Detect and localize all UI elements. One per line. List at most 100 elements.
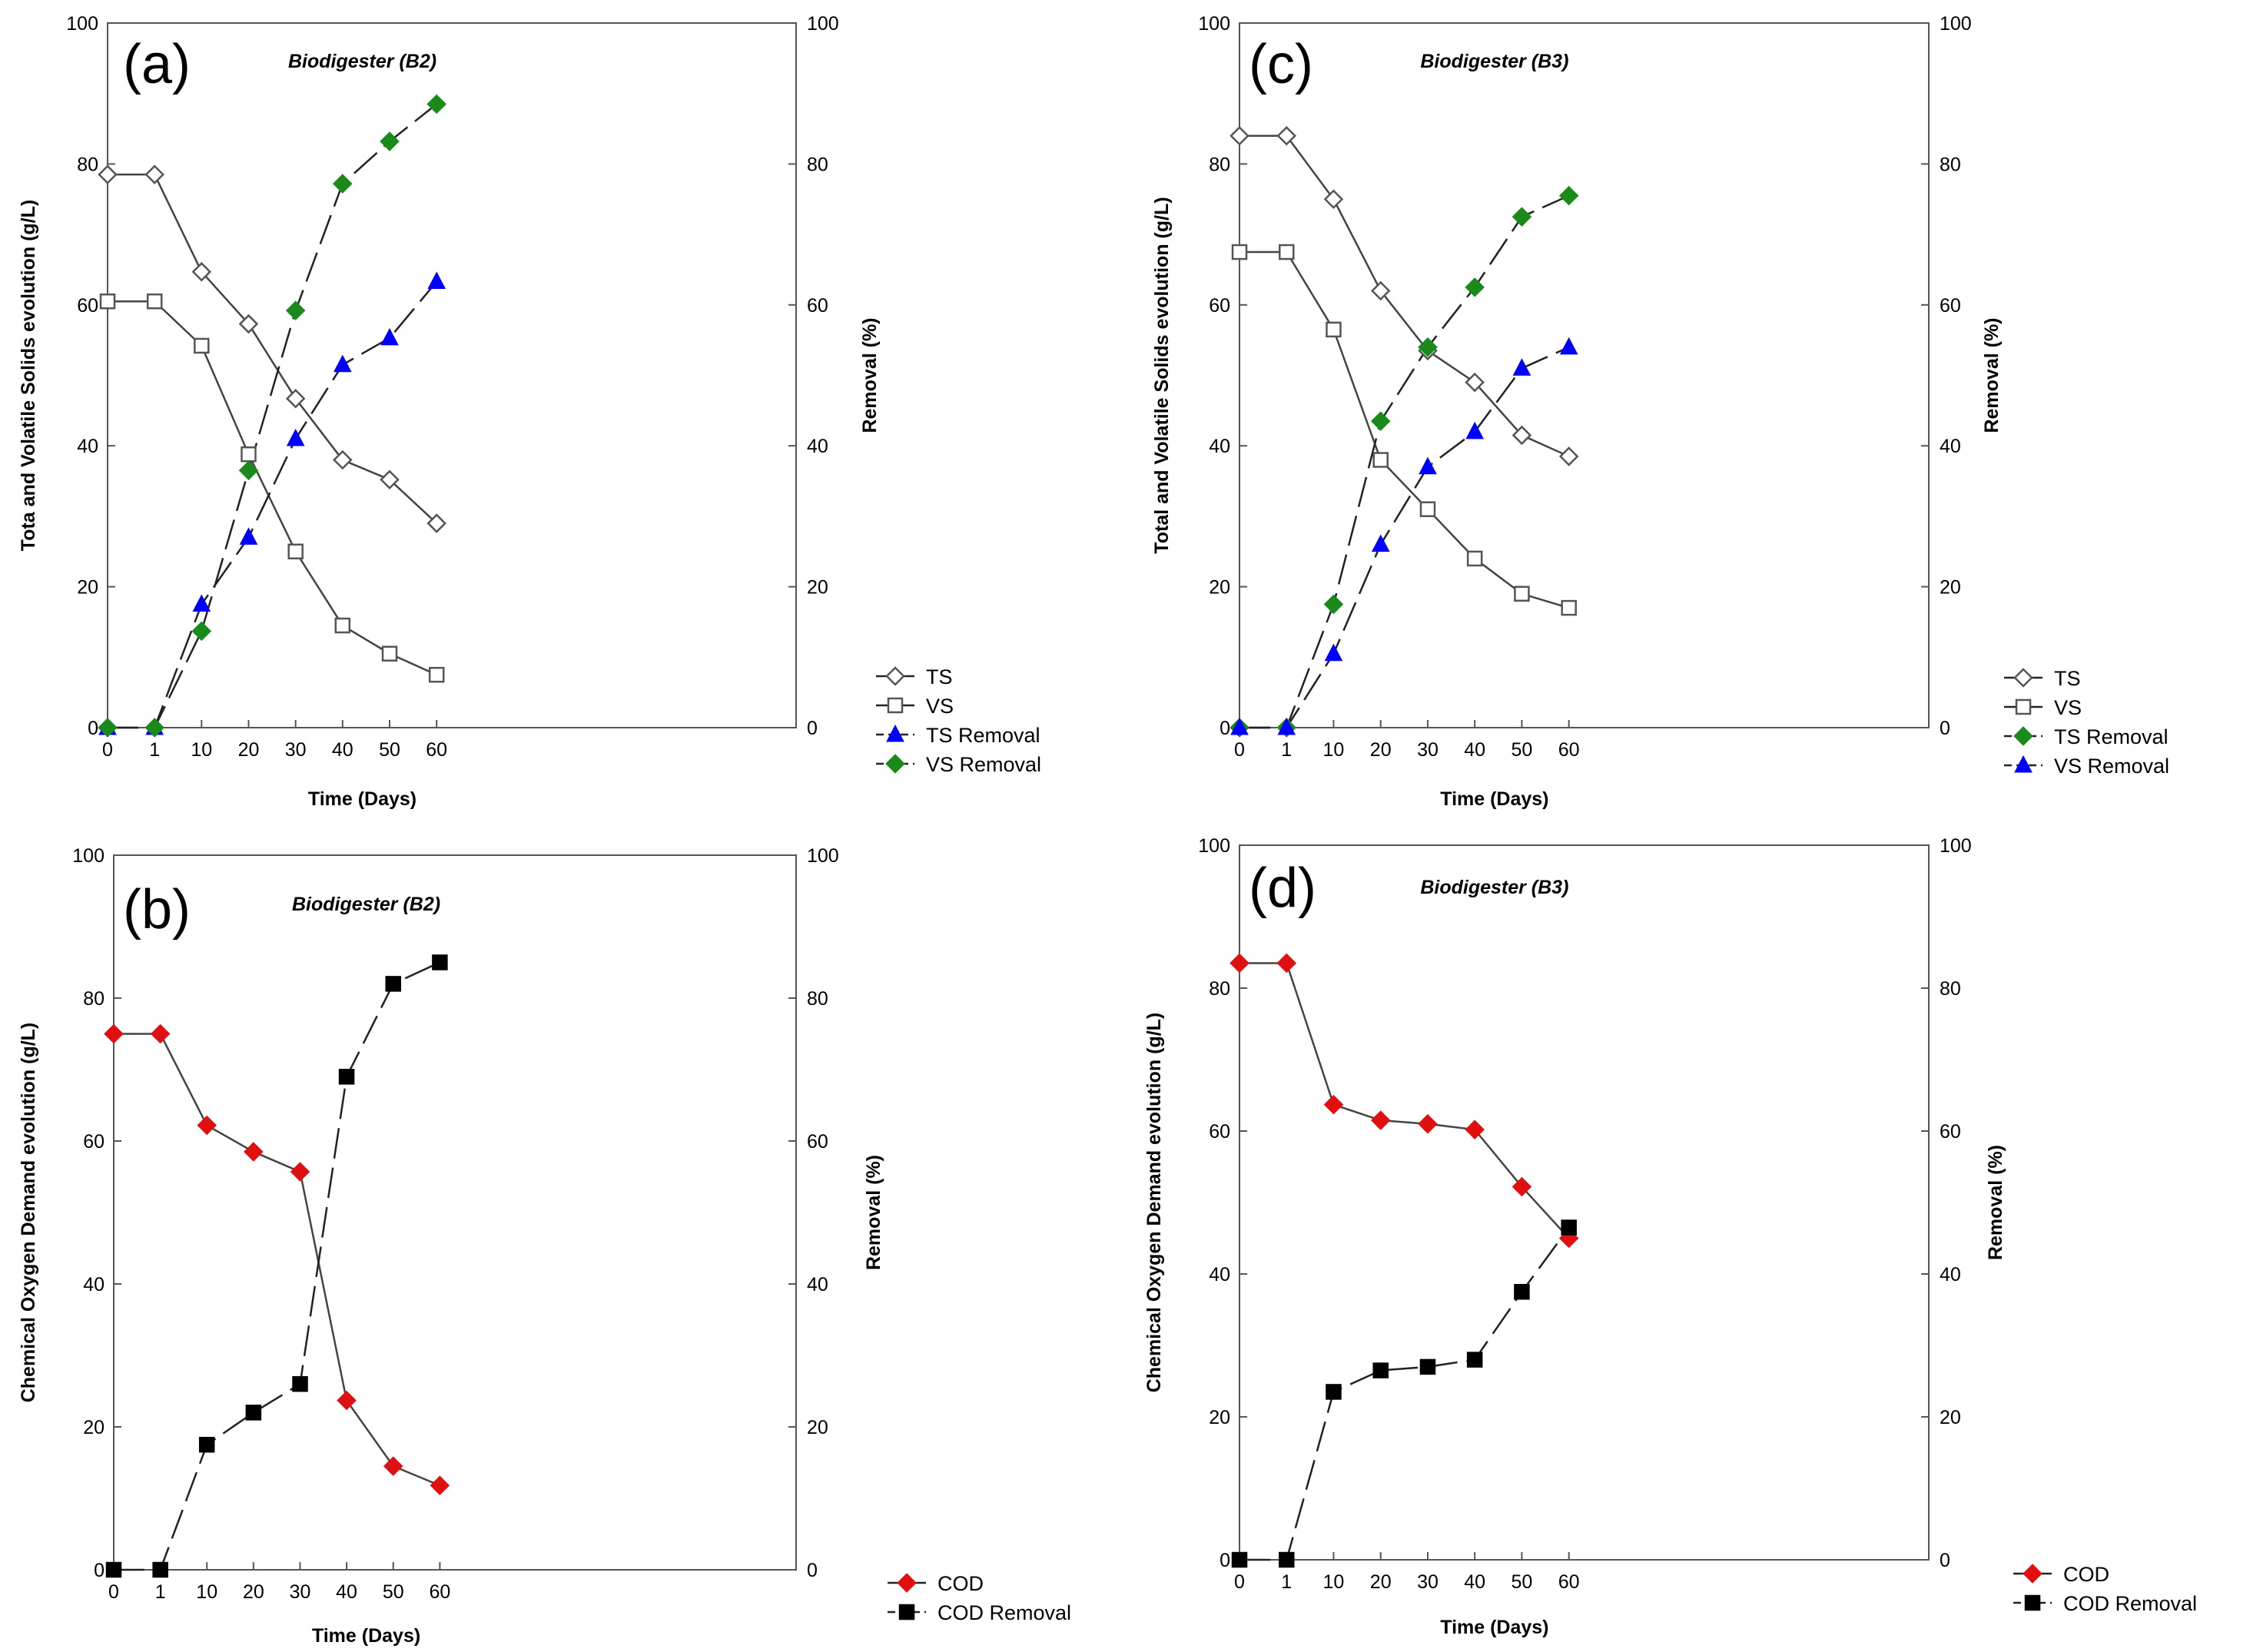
series-line-ts-removal (1239, 194, 1570, 729)
legend-marker (885, 666, 905, 686)
data-point-cod-removal (338, 1069, 355, 1085)
data-point-vs-removal (1324, 643, 1343, 662)
x-tick-label: 0 (108, 1581, 119, 1603)
y-tick-label: 60 (1209, 295, 1230, 317)
y-tick-label: 60 (77, 295, 98, 317)
data-point-cod-removal (1279, 1551, 1295, 1568)
y-tick-label: 100 (1198, 13, 1230, 35)
legend-marker (898, 1604, 915, 1620)
data-point-cod-removal (1326, 1384, 1342, 1400)
data-point-vs (1466, 550, 1483, 567)
legend-entry: VS Removal (2054, 755, 2169, 778)
x-tick-label: 40 (336, 1581, 357, 1603)
panel-label: (a) (123, 34, 191, 95)
data-point-ts-removal (427, 271, 446, 290)
data-point-vs-removal (1371, 534, 1390, 552)
x-tick-label: 50 (1512, 1571, 1533, 1593)
data-point-cod-removal (1419, 1358, 1436, 1375)
legend-marker (2013, 668, 2033, 688)
legend-entry: COD Removal (938, 1601, 1071, 1624)
y2-tick-label: 60 (807, 1131, 828, 1153)
y2-axis-label: Removal (%) (1985, 1145, 2006, 1260)
x-tick-label: 10 (191, 739, 212, 761)
x-tick-label: 40 (332, 739, 353, 761)
data-point-vs (1231, 244, 1248, 260)
data-point-ts-removal (1323, 594, 1344, 615)
data-point-vs-removal (285, 300, 306, 320)
data-point-vs-removal (144, 718, 164, 738)
y2-tick-label: 80 (1940, 978, 1961, 1000)
y-tick-label: 0 (1220, 1550, 1230, 1571)
data-point-vs (146, 293, 163, 310)
y2-tick-label: 0 (807, 718, 818, 739)
data-point-ts (1465, 372, 1485, 393)
x-tick-label: 30 (1417, 1571, 1439, 1593)
legend-entry: VS (926, 695, 954, 718)
data-point-vs (99, 293, 116, 310)
panel-label: (b) (123, 879, 191, 940)
data-point-ts (1230, 125, 1249, 146)
data-point-vs (194, 337, 210, 354)
y-tick-label: 100 (1198, 835, 1230, 857)
data-point-ts (1323, 189, 1344, 210)
x-tick-label: 20 (1370, 1571, 1392, 1593)
y-tick-label: 40 (83, 1274, 105, 1295)
y-axis-label: Chemical Oxygen Demand evolution (g/L) (1143, 1013, 1165, 1393)
data-point-cod-removal (385, 976, 401, 992)
data-point-cod-removal (1514, 1284, 1530, 1300)
data-point-cod (430, 1475, 450, 1496)
data-point-vs-removal (1277, 717, 1296, 735)
x-tick-label: 0 (1234, 739, 1245, 761)
y-tick-label: 60 (1209, 1121, 1230, 1143)
data-point-ts (191, 261, 212, 282)
series-line-vs-removal (108, 103, 437, 729)
data-point-vs-removal (238, 460, 259, 481)
data-point-cod (1370, 1110, 1391, 1130)
plot-frame (113, 854, 797, 1571)
x-tick-label: 50 (1512, 739, 1533, 761)
data-point-ts-removal (286, 428, 305, 446)
data-point-ts (144, 164, 164, 184)
data-point-vs (1326, 321, 1342, 338)
data-point-ts (1276, 125, 1297, 146)
data-point-ts (426, 513, 446, 533)
x-tick-label: 60 (429, 1581, 450, 1603)
chart-title: Biodigester (B3) (1420, 51, 1568, 72)
series-line-vs (108, 300, 437, 676)
plot-frame (1239, 844, 1930, 1561)
series-line-ts-removal (108, 280, 438, 729)
legend-entry: COD Removal (2063, 1592, 2197, 1615)
legend-entry: COD (2063, 1563, 2109, 1586)
x-tick-label: 20 (238, 739, 260, 761)
data-point-ts-removal (239, 527, 258, 545)
legend-marker (2015, 698, 2032, 715)
data-point-vs (1419, 501, 1436, 517)
legend-entry: TS (2054, 667, 2081, 690)
data-point-cod-removal (105, 1561, 122, 1578)
data-point-ts-removal (1370, 411, 1391, 431)
y-tick-label: 40 (1209, 436, 1230, 457)
data-point-cod (150, 1023, 171, 1044)
data-point-ts (238, 313, 259, 334)
x-tick-label: 1 (1281, 1571, 1292, 1593)
y-tick-label: 0 (94, 1560, 105, 1581)
data-point-cod (337, 1390, 357, 1411)
data-point-vs-removal (191, 621, 212, 642)
data-point-ts (98, 164, 118, 184)
y2-tick-label: 0 (1940, 718, 1950, 739)
y-tick-label: 40 (1209, 1264, 1230, 1285)
y2-tick-label: 40 (807, 436, 828, 457)
x-axis-label: Time (Days) (1440, 788, 1548, 810)
data-point-vs (1514, 585, 1530, 602)
y2-tick-label: 20 (807, 577, 828, 599)
x-axis-label: Time (Days) (1440, 1617, 1548, 1638)
y2-tick-label: 60 (1940, 1121, 1961, 1143)
y-tick-label: 20 (1209, 1407, 1230, 1428)
series-line-ts (1239, 134, 1570, 458)
data-point-vs-removal (380, 131, 400, 151)
data-point-cod (1323, 1094, 1344, 1115)
x-axis-label: Time (Days) (312, 1625, 420, 1647)
data-point-cod (197, 1115, 217, 1136)
data-point-cod-removal (292, 1375, 308, 1392)
